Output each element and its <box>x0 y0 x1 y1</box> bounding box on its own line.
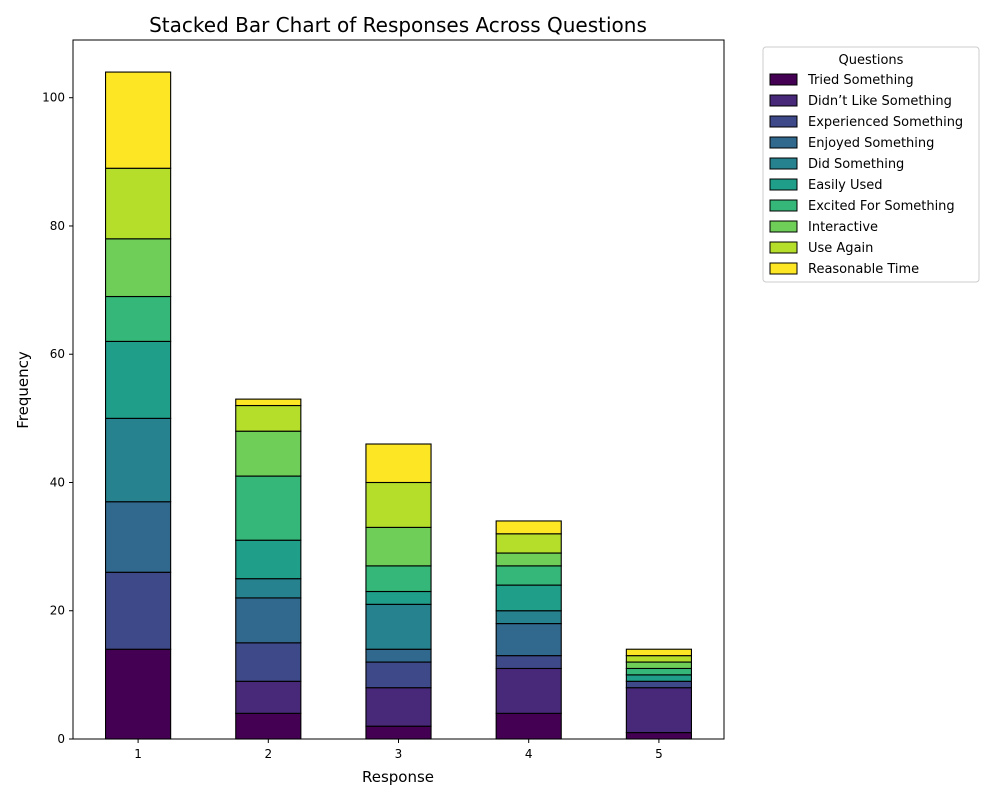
legend-swatch <box>769 199 798 212</box>
chart-title: Stacked Bar Chart of Responses Across Qu… <box>149 13 647 37</box>
y-tick-label: 20 <box>50 604 65 618</box>
bar-segment-response-4-series-5 <box>495 610 562 625</box>
bar-segment-response-3-series-10 <box>365 443 432 484</box>
bar-segment-response-3-series-2 <box>365 687 432 727</box>
bar-segment-response-5-series-1 <box>625 732 692 740</box>
bar-segment-response-5-series-2 <box>625 687 692 734</box>
legend-swatch <box>769 220 798 233</box>
bar-segment-response-4-series-1 <box>495 712 562 740</box>
legend-title: Questions <box>839 53 904 68</box>
bar-segment-response-1-series-1 <box>105 648 172 740</box>
bar-segment-response-4-series-9 <box>495 533 562 554</box>
bar-segment-response-4-series-4 <box>495 623 562 657</box>
bar-segment-response-2-series-4 <box>235 597 302 644</box>
bar-segment-response-2-series-9 <box>235 404 302 432</box>
x-tick-label: 3 <box>395 747 403 761</box>
legend-swatch <box>769 94 798 107</box>
bar-segment-response-2-series-5 <box>235 578 302 599</box>
legend-label: Reasonable Time <box>808 262 919 277</box>
bar-segment-response-3-series-4 <box>365 648 432 663</box>
bar-segment-response-4-series-3 <box>495 655 562 670</box>
legend: Questions Tried Something Didn’t Like Som… <box>762 46 980 283</box>
bar-segment-response-2-series-3 <box>235 642 302 682</box>
legend-swatch <box>769 262 798 275</box>
x-tick-label: 4 <box>525 747 533 761</box>
bar-segment-response-1-series-5 <box>105 417 172 503</box>
bar-segment-response-1-series-7 <box>105 295 172 342</box>
y-axis-label: Frequency <box>14 351 32 429</box>
bar-segment-response-1-series-3 <box>105 571 172 650</box>
bar-segment-response-3-series-9 <box>365 481 432 528</box>
x-axis: 1 2 3 4 5 <box>134 739 663 761</box>
x-tick-label: 2 <box>264 747 272 761</box>
bar-segment-response-4-series-2 <box>495 667 562 714</box>
legend-label: Didn’t Like Something <box>808 94 952 109</box>
legend-label: Enjoyed Something <box>808 136 934 151</box>
bar-segment-response-4-series-7 <box>495 565 562 586</box>
bar-segment-response-3-series-5 <box>365 603 432 650</box>
bar-segment-response-1-series-6 <box>105 340 172 419</box>
bar-segment-response-1-series-9 <box>105 167 172 240</box>
y-tick-label: 0 <box>57 732 65 746</box>
y-tick-label: 60 <box>50 347 65 361</box>
bar-segment-response-1-series-4 <box>105 501 172 573</box>
bar-segment-response-5-series-7 <box>625 667 692 676</box>
legend-label: Experienced Something <box>808 115 963 130</box>
bar-segment-response-1-series-10 <box>105 71 172 169</box>
bar-segment-response-2-series-6 <box>235 539 302 580</box>
legend-swatch <box>769 73 798 86</box>
legend-swatch <box>769 136 798 149</box>
bar-segment-response-2-series-1 <box>235 712 302 740</box>
bar-segment-response-3-series-6 <box>365 590 432 605</box>
legend-items: Tried Something Didn’t Like Something Expe… <box>769 73 963 277</box>
bar-segment-response-3-series-7 <box>365 565 432 593</box>
bar-segment-response-5-series-8 <box>625 661 692 670</box>
legend-swatch <box>769 115 798 128</box>
legend-label: Interactive <box>808 220 878 235</box>
legend-label: Use Again <box>808 241 873 256</box>
bar-segment-response-4-series-10 <box>495 520 562 535</box>
bar-segment-response-2-series-10 <box>235 398 302 407</box>
bar-segment-response-4-series-6 <box>495 584 562 612</box>
bar-segment-response-5-series-9 <box>625 655 692 663</box>
bar-segment-response-3-series-8 <box>365 526 432 567</box>
bar-segment-response-3-series-3 <box>365 661 432 689</box>
x-tick-label: 1 <box>134 747 142 761</box>
bar-segment-response-3-series-1 <box>365 725 432 740</box>
legend-swatch <box>769 241 798 254</box>
bar-segment-response-5-series-10 <box>625 648 692 657</box>
bar-segment-response-1-series-8 <box>105 238 172 298</box>
bar-segment-response-5-series-3 <box>625 680 692 689</box>
legend-label: Did Something <box>808 157 904 172</box>
bars-layer <box>105 71 692 740</box>
legend-swatch <box>769 157 798 170</box>
bar-segment-response-2-series-7 <box>235 475 302 541</box>
legend-swatch <box>769 178 798 191</box>
bar-segment-response-4-series-8 <box>495 552 562 567</box>
legend-frame <box>762 46 980 283</box>
y-tick-label: 80 <box>50 219 65 233</box>
y-tick-label: 100 <box>42 91 65 105</box>
legend-label: Tried Something <box>807 73 914 88</box>
legend-label: Excited For Something <box>808 199 955 214</box>
bar-segment-response-2-series-2 <box>235 680 302 714</box>
x-tick-label: 5 <box>655 747 663 761</box>
bar-segment-response-2-series-8 <box>235 430 302 477</box>
y-tick-label: 40 <box>50 475 65 489</box>
bar-segment-response-5-series-6 <box>625 674 692 682</box>
legend-label: Easily Used <box>808 178 883 193</box>
y-axis: 0 20 40 60 80 100 <box>42 91 73 746</box>
x-axis-label: Response <box>362 768 434 786</box>
